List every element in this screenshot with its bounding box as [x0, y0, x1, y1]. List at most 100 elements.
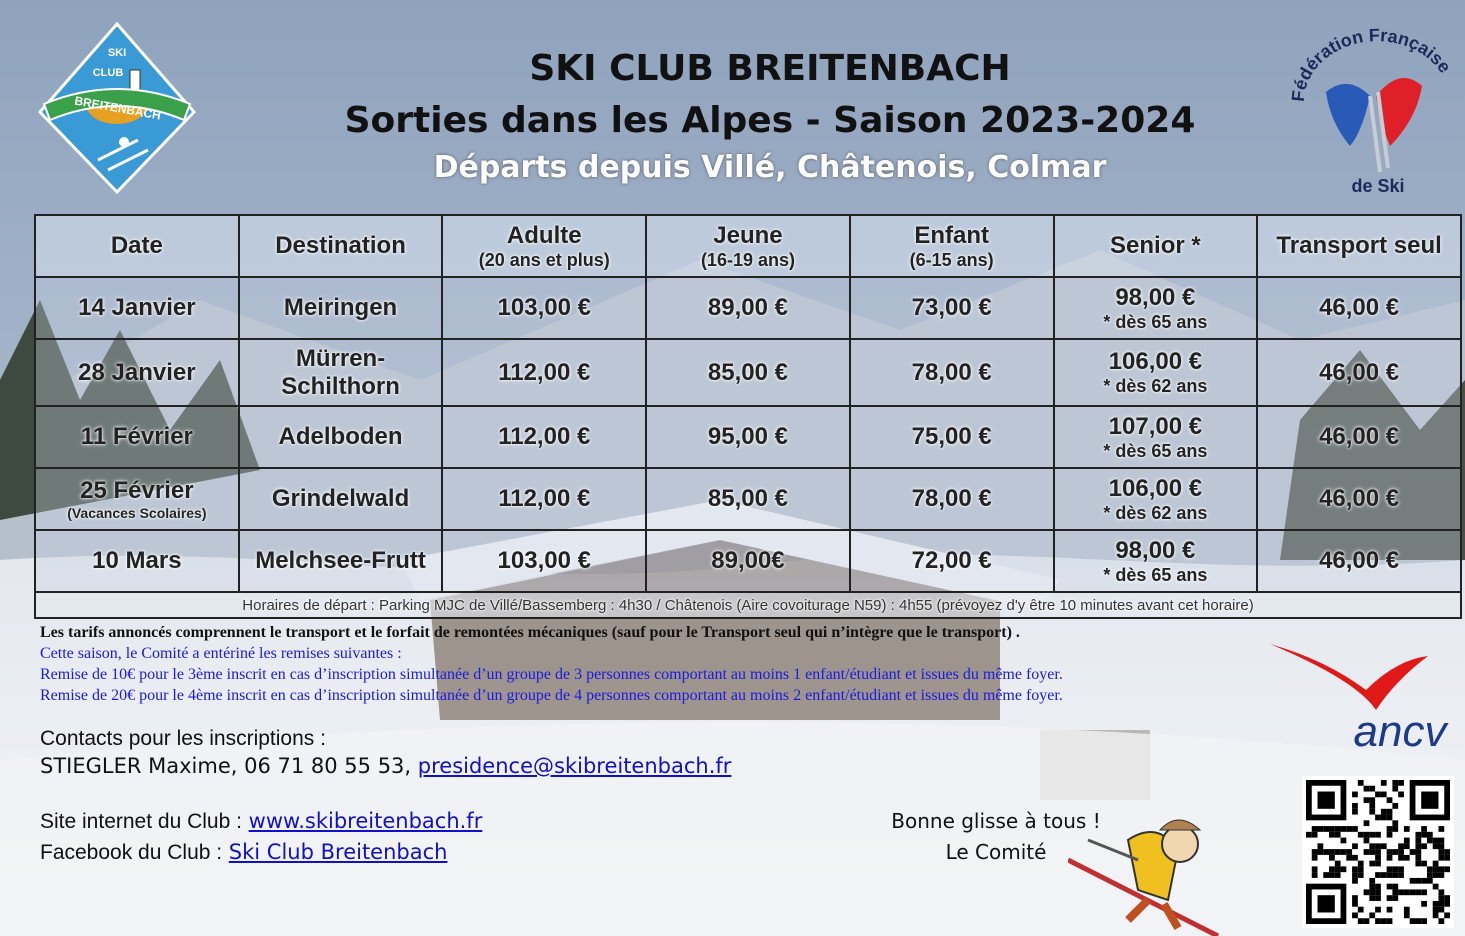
column-header: Date — [34, 214, 240, 278]
qr-module — [1375, 872, 1381, 878]
table-cell: 14 Janvier — [34, 276, 240, 340]
email-link[interactable]: presidence@skibreitenbach.fr — [417, 754, 732, 778]
table-cell: 89,00€ — [645, 529, 851, 593]
qr-module — [1357, 831, 1364, 838]
qr-module — [1386, 808, 1393, 815]
column-header: Transport seul — [1256, 214, 1462, 278]
qr-module — [1438, 837, 1445, 844]
table-cell: 107,00 € * dès 65 ans — [1052, 405, 1259, 469]
qr-module — [1346, 849, 1353, 855]
cell-text: 95,00 € — [707, 423, 788, 450]
qr-module — [1334, 872, 1341, 878]
club-logo: SKI CLUB BREITENBACH — [38, 21, 196, 195]
qr-module — [1334, 831, 1341, 838]
cell-text: 11 Février — [80, 423, 193, 450]
qr-module — [1357, 872, 1364, 878]
qr-module — [1340, 826, 1347, 832]
qr-module — [1357, 918, 1364, 924]
cell-text: Enfant — [914, 221, 989, 249]
qr-module — [1311, 866, 1318, 873]
cell-text: Adelboden — [278, 423, 403, 450]
qr-module — [1386, 849, 1393, 855]
cell-text: 85,00 € — [707, 358, 788, 386]
cell-note: * dès 65 ans — [1103, 311, 1208, 332]
subtitle: Sorties dans les Alpes - Saison 2023-202… — [344, 100, 1196, 141]
cell-text: 85,00 € — [707, 485, 788, 512]
qr-module — [1421, 843, 1427, 850]
qr-module — [1380, 814, 1387, 821]
table-cell: 95,00 € — [645, 405, 851, 469]
qr-module — [1352, 912, 1358, 919]
cell-text: 103,00 € — [497, 547, 591, 574]
cell-text: Jeune — [713, 221, 783, 249]
qr-module — [1409, 889, 1416, 896]
qr-module — [1317, 791, 1335, 809]
qr-module — [1369, 843, 1376, 850]
qr-module — [1311, 826, 1318, 832]
qr-module — [1403, 854, 1410, 861]
qr-module — [1432, 900, 1439, 907]
logo-text: SKI — [108, 47, 126, 59]
qr-module — [1398, 854, 1404, 861]
table-cell: 25 Février (Vacances Scolaires) — [34, 467, 240, 531]
header-row: Date Destination Adulte (20 ans et plus) Jeu… — [34, 214, 1462, 278]
qr-module — [1369, 797, 1376, 804]
qr-module — [1426, 837, 1433, 844]
table-cell: 78,00 € — [848, 467, 1055, 531]
qr-module — [1421, 900, 1427, 907]
qr-module — [1392, 883, 1399, 890]
qr-module — [1438, 872, 1445, 878]
price-table: Date Destination Adulte (20 ans et plus) Jeu… — [34, 214, 1462, 619]
contact-person: STIEGLER Maxime, 06 71 80 55 53, — [40, 754, 412, 778]
qr-module — [1375, 831, 1381, 838]
qr-module — [1444, 895, 1450, 901]
closing: Bonne glisse à tous ! — [891, 809, 1101, 833]
cell-text: Meiringen — [283, 294, 398, 321]
facebook-link[interactable]: Ski Club Breitenbach — [228, 840, 448, 864]
qr-module — [1392, 780, 1399, 786]
table-cell: 112,00 € — [441, 467, 648, 531]
qr-module — [1386, 918, 1393, 924]
cell-text: 46,00 € — [1319, 547, 1400, 574]
skier-illustration — [1068, 819, 1220, 936]
qr-module — [1317, 843, 1324, 850]
table-cell: 28 Janvier — [34, 338, 240, 407]
cell-text: 75,00 € — [911, 423, 992, 450]
table-cell: 72,00 € — [848, 529, 1055, 593]
qr-module — [1398, 780, 1404, 786]
qr-module — [1421, 826, 1427, 832]
qr-module — [1352, 877, 1358, 884]
cell-text: 78,00 € — [911, 358, 992, 386]
table-row: 14 Janvier Meiringen 103,00 € 89,00 € 73,00 … — [34, 276, 1462, 340]
qr-module — [1369, 803, 1376, 809]
qr-module — [1403, 912, 1410, 919]
qr-module — [1432, 860, 1439, 867]
table-cell: 46,00 € — [1256, 405, 1462, 469]
site-link[interactable]: www.skibreitenbach.fr — [248, 809, 483, 833]
qr-module — [1363, 820, 1370, 827]
cell-text: 89,00€ — [711, 547, 785, 574]
qr-module — [1369, 831, 1376, 838]
qr-module — [1426, 866, 1433, 873]
qr-module — [1380, 843, 1387, 850]
cell-note: * dès 65 ans — [1103, 564, 1208, 585]
title: SKI CLUB BREITENBACH — [529, 48, 1011, 89]
logo-text: de Ski — [1351, 176, 1404, 196]
table-cell: Grindelwald — [237, 467, 444, 531]
qr-module — [1352, 895, 1358, 901]
table-cell: 46,00 € — [1256, 529, 1462, 593]
table-cell: 89,00 € — [645, 276, 851, 340]
table-cell: 73,00 € — [848, 276, 1055, 340]
cell-text: 106,00 € — [1108, 348, 1203, 375]
qr-module — [1438, 918, 1445, 924]
table-cell: 46,00 € — [1256, 276, 1462, 340]
qr-module — [1415, 843, 1422, 850]
site-line: Site internet du Club : www.skibreitenba… — [40, 809, 482, 834]
qr-module — [1438, 854, 1445, 861]
qr-module — [1363, 831, 1370, 838]
qr-module — [1375, 895, 1381, 901]
qr-module — [1415, 831, 1422, 838]
logo-text: ancv — [1354, 707, 1450, 755]
facebook-label: Facebook du Club : — [40, 841, 223, 864]
qr-module — [1432, 912, 1439, 919]
